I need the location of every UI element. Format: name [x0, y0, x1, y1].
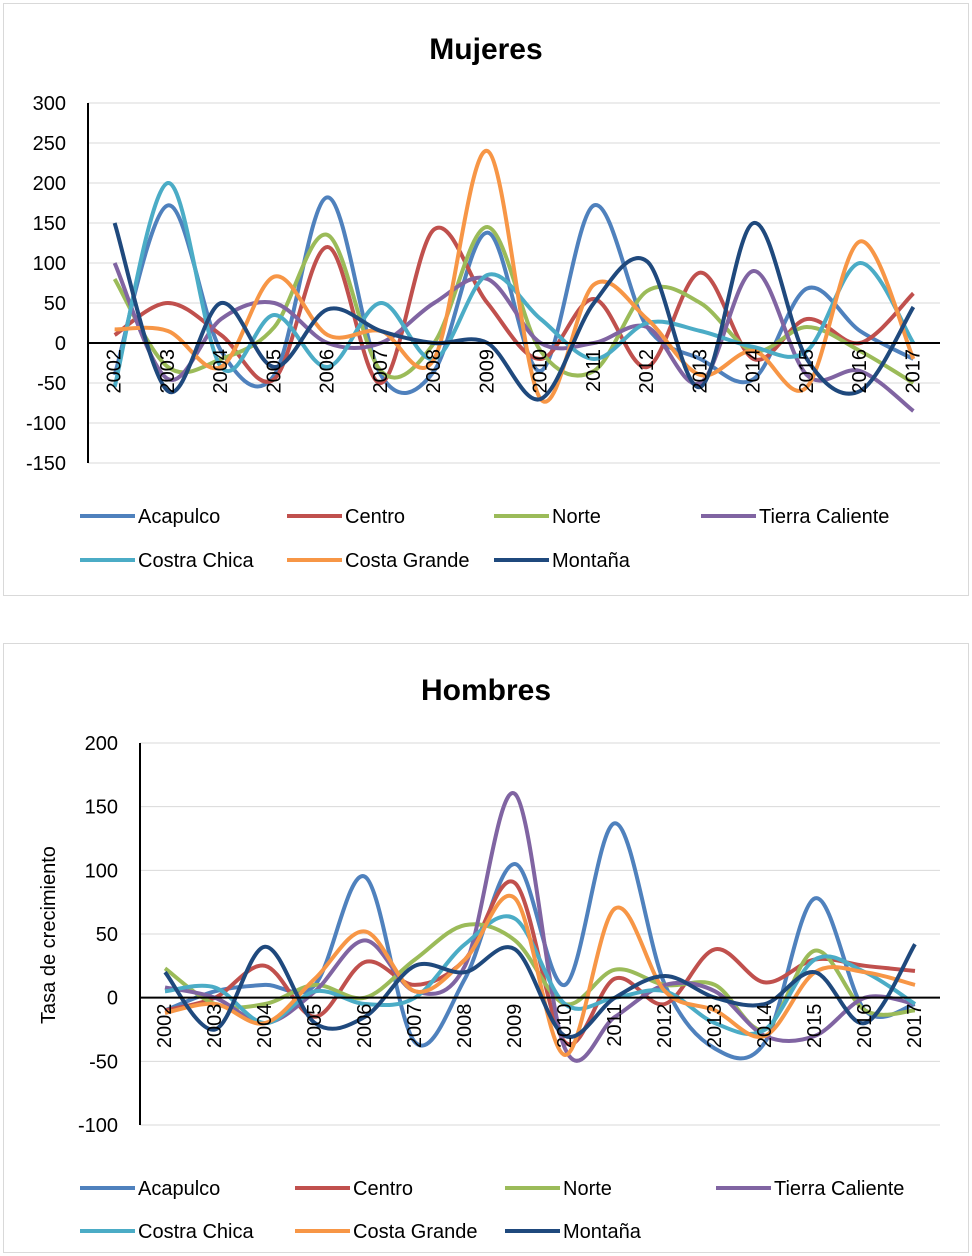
x-tick-label-mujeres: 2008	[423, 349, 445, 394]
x-tick-label-hombres: 2006	[354, 1004, 376, 1049]
y-tick-label-mujeres: 0	[55, 333, 66, 355]
legend-label-hombres: Acapulco	[138, 1178, 220, 1200]
y-tick-label-hombres: -100	[78, 1115, 118, 1137]
legend-label-hombres: Costa Grande	[353, 1221, 478, 1243]
y-tick-label-hombres: 200	[85, 733, 118, 755]
x-tick-label-hombres: 2011	[604, 1004, 626, 1047]
x-tick-label-hombres: 2007	[404, 1004, 426, 1049]
legend-label-mujeres: Montaña	[552, 550, 631, 572]
series-line-hombres-monta-a	[163, 943, 917, 1039]
series-line-hombres-costa-grande	[164, 893, 916, 1057]
x-tick-label-mujeres: 2006	[317, 349, 339, 394]
y-tick-label-hombres: 0	[107, 988, 118, 1010]
legend-label-hombres: Tierra Caliente	[774, 1178, 904, 1200]
legend-label-hombres: Centro	[353, 1178, 413, 1200]
x-tick-label-mujeres: 2014	[743, 349, 765, 394]
x-tick-label-mujeres: 2013	[689, 349, 711, 394]
x-tick-label-mujeres: 2007	[370, 349, 392, 394]
y-tick-label-hombres: 150	[85, 797, 118, 819]
x-tick-label-mujeres: 2003	[157, 349, 179, 394]
x-tick-label-hombres: 2016	[854, 1004, 876, 1049]
series-line-mujeres-costa-grande	[114, 149, 916, 404]
legend-label-hombres: Norte	[563, 1178, 612, 1200]
legend-label-mujeres: Centro	[345, 506, 405, 528]
x-tick-label-hombres: 2017	[904, 1004, 926, 1049]
y-tick-label-mujeres: 250	[33, 133, 66, 155]
y-axis-label-hombres: Tasa de crecimiento	[38, 846, 60, 1024]
x-tick-label-hombres: 2002	[154, 1004, 176, 1049]
legend-label-mujeres: Acapulco	[138, 506, 220, 528]
x-tick-label-mujeres: 2010	[530, 349, 552, 394]
series-line-mujeres-costra-chica	[112, 181, 916, 388]
x-tick-label-hombres: 2004	[254, 1004, 276, 1049]
y-tick-label-mujeres: -100	[26, 413, 66, 435]
series-line-mujeres-monta-a	[112, 221, 916, 402]
x-tick-label-mujeres: 2016	[849, 349, 871, 394]
legend-label-mujeres: Norte	[552, 506, 601, 528]
y-tick-label-mujeres: 200	[33, 173, 66, 195]
y-tick-label-mujeres: 300	[33, 93, 66, 115]
legend-label-mujeres: Costra Chica	[138, 550, 254, 572]
x-tick-label-hombres: 2014	[754, 1004, 776, 1049]
legend-label-mujeres: Costa Grande	[345, 550, 470, 572]
y-tick-label-mujeres: 150	[33, 213, 66, 235]
x-tick-label-hombres: 2010	[554, 1004, 576, 1049]
x-tick-label-mujeres: 2017	[902, 349, 924, 394]
x-tick-label-hombres: 2005	[304, 1004, 326, 1049]
series-line-mujeres-acapulco	[112, 195, 915, 395]
legend-label-mujeres: Tierra Caliente	[759, 506, 889, 528]
y-tick-label-hombres: 50	[96, 924, 118, 946]
x-tick-label-mujeres: 2002	[104, 349, 126, 394]
x-tick-label-mujeres: 2011	[583, 349, 605, 392]
y-tick-label-hombres: -50	[89, 1051, 118, 1073]
x-tick-label-hombres: 2009	[504, 1004, 526, 1049]
y-tick-label-mujeres: 50	[44, 293, 66, 315]
y-tick-label-mujeres: 100	[33, 253, 66, 275]
x-tick-label-mujeres: 2012	[636, 349, 658, 394]
chart-title-hombres: Hombres	[421, 674, 551, 707]
series-line-hombres-norte	[163, 922, 916, 1032]
chart-panel-hombres	[3, 643, 969, 1253]
x-tick-label-mujeres: 2005	[263, 349, 285, 394]
series-line-hombres-acapulco	[164, 821, 916, 1061]
y-tick-label-mujeres: -50	[37, 373, 66, 395]
x-tick-label-hombres: 2008	[454, 1004, 476, 1049]
x-tick-label-mujeres: 2009	[476, 349, 498, 394]
x-tick-label-hombres: 2015	[804, 1004, 826, 1049]
chart-title-mujeres: Mujeres	[429, 33, 542, 66]
legend-label-hombres: Costra Chica	[138, 1221, 254, 1243]
x-tick-label-hombres: 2013	[704, 1004, 726, 1049]
x-tick-label-hombres: 2003	[204, 1004, 226, 1049]
x-tick-label-hombres: 2012	[654, 1004, 676, 1049]
legend-label-hombres: Montaña	[563, 1221, 642, 1243]
y-tick-label-hombres: 100	[85, 860, 118, 882]
y-tick-label-mujeres: -150	[26, 453, 66, 475]
x-tick-label-mujeres: 2004	[210, 349, 232, 394]
series-line-mujeres-centro	[113, 225, 915, 385]
x-tick-label-mujeres: 2015	[796, 349, 818, 394]
